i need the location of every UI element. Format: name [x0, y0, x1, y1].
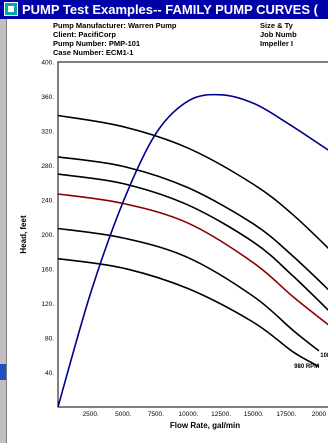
- y-tick-label: 400.: [41, 60, 54, 67]
- series-line: [57, 173, 328, 312]
- chart-frame: Pump Manufacturer: Warren Pump Client: P…: [6, 19, 328, 443]
- series-line: [57, 93, 328, 408]
- series-line: [57, 257, 320, 368]
- x-tick-label: 12500.: [211, 411, 231, 418]
- annotation-label: 1080: [320, 353, 328, 359]
- header-pump-manufacturer: Pump Manufacturer: Warren Pump: [53, 21, 177, 30]
- side-tab[interactable]: [0, 364, 6, 380]
- y-tick-labels: 40. 80. 120. 160. 200. 240. 280. 320. 360. 400.: [41, 60, 54, 378]
- x-tick-label: 17500.: [276, 411, 296, 418]
- x-tick-label: 10000.: [179, 411, 199, 418]
- x-tick-labels: 2500. 5000. 7500. 10000. 12500. 15000. 17500. 2…: [82, 411, 326, 418]
- y-tick-label: 40.: [45, 370, 54, 377]
- y-axis-label: Head, feet: [19, 215, 28, 254]
- series-line: [57, 227, 320, 352]
- series-line: [57, 156, 328, 291]
- y-tick-label: 280.: [41, 163, 54, 170]
- x-tick-label: 2000: [312, 411, 327, 418]
- annotation-label: 980 RPM: [294, 364, 319, 370]
- x-tick-label: 7500.: [148, 411, 164, 418]
- app-icon: [4, 2, 18, 16]
- annotation-layer: 1080980 RPM: [294, 353, 328, 370]
- x-tick-label: 15000.: [244, 411, 264, 418]
- header-job-number: Job Numb: [260, 30, 297, 39]
- window-titlebar: PUMP Test Examples-- FAMILY PUMP CURVES …: [0, 0, 328, 19]
- header-impeller: Impeller I: [260, 39, 293, 48]
- series-line: [57, 193, 328, 326]
- y-tick-label: 360.: [41, 94, 54, 101]
- window-title: PUMP Test Examples-- FAMILY PUMP CURVES …: [22, 2, 318, 17]
- series-line: [57, 114, 328, 250]
- pump-curve-chart: 40. 80. 120. 160. 200. 240. 280. 320. 360. 400. 2…: [19, 60, 328, 430]
- x-tick-label: 2500.: [82, 411, 98, 418]
- plot-area: [57, 61, 328, 408]
- x-tick-label: 5000.: [115, 411, 131, 418]
- header-size-type: Size & Ty: [260, 21, 293, 30]
- y-tick-label: 120.: [41, 301, 54, 308]
- header-client: Client: PacifiCorp: [53, 30, 116, 39]
- y-tick-label: 200.: [41, 232, 54, 239]
- header-case-number: Case Number: ECM1-1: [53, 48, 134, 57]
- y-tick-label: 240.: [41, 198, 54, 205]
- series-layer: [57, 93, 328, 408]
- x-axis-label: Flow Rate, gal/min: [170, 421, 240, 430]
- y-tick-label: 80.: [45, 336, 54, 343]
- header-pump-number: Pump Number: PMP-101: [53, 39, 141, 48]
- y-tick-label: 160.: [41, 267, 54, 274]
- y-tick-label: 320.: [41, 129, 54, 136]
